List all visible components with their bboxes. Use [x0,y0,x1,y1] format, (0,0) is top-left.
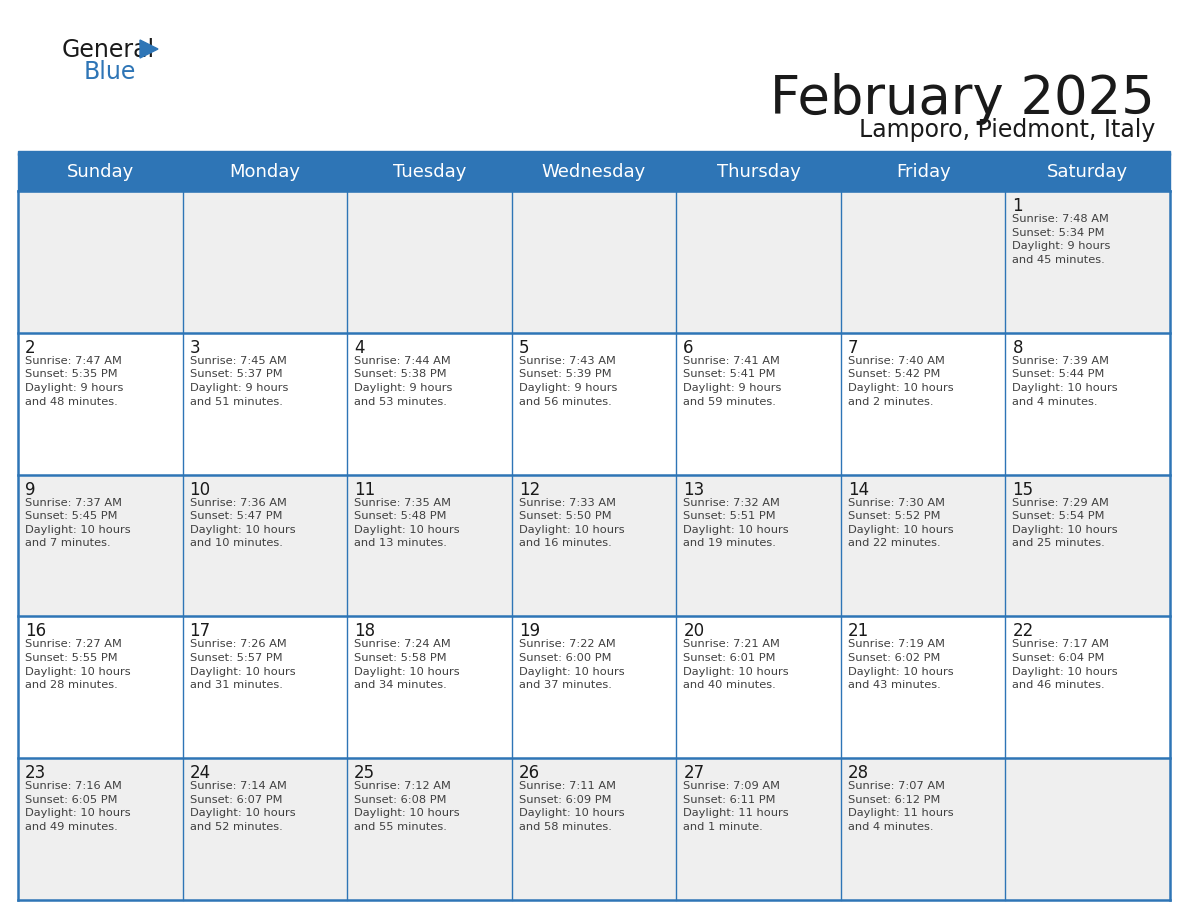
Bar [18,475,1170,616]
Text: 28: 28 [848,764,868,782]
Text: Sunrise: 7:14 AM
Sunset: 6:07 PM
Daylight: 10 hours
and 52 minutes.: Sunrise: 7:14 AM Sunset: 6:07 PM Dayligh… [190,781,295,832]
Text: 11: 11 [354,481,375,498]
Bar [18,333,1170,475]
Bar [18,616,1170,758]
Bar [18,153,1170,191]
Text: Sunrise: 7:17 AM
Sunset: 6:04 PM
Daylight: 10 hours
and 46 minutes.: Sunrise: 7:17 AM Sunset: 6:04 PM Dayligh… [1012,640,1118,690]
Text: 18: 18 [354,622,375,641]
Text: 17: 17 [190,622,210,641]
Text: 5: 5 [519,339,529,357]
Text: 10: 10 [190,481,210,498]
Text: 8: 8 [1012,339,1023,357]
Text: Sunrise: 7:32 AM
Sunset: 5:51 PM
Daylight: 10 hours
and 19 minutes.: Sunrise: 7:32 AM Sunset: 5:51 PM Dayligh… [683,498,789,548]
Text: Sunrise: 7:39 AM
Sunset: 5:44 PM
Daylight: 10 hours
and 4 minutes.: Sunrise: 7:39 AM Sunset: 5:44 PM Dayligh… [1012,356,1118,407]
Text: Sunrise: 7:33 AM
Sunset: 5:50 PM
Daylight: 10 hours
and 16 minutes.: Sunrise: 7:33 AM Sunset: 5:50 PM Dayligh… [519,498,625,548]
Text: Sunrise: 7:21 AM
Sunset: 6:01 PM
Daylight: 10 hours
and 40 minutes.: Sunrise: 7:21 AM Sunset: 6:01 PM Dayligh… [683,640,789,690]
Text: Wednesday: Wednesday [542,163,646,181]
Text: Sunrise: 7:44 AM
Sunset: 5:38 PM
Daylight: 9 hours
and 53 minutes.: Sunrise: 7:44 AM Sunset: 5:38 PM Dayligh… [354,356,453,407]
Text: Sunrise: 7:29 AM
Sunset: 5:54 PM
Daylight: 10 hours
and 25 minutes.: Sunrise: 7:29 AM Sunset: 5:54 PM Dayligh… [1012,498,1118,548]
Text: Friday: Friday [896,163,950,181]
Text: Sunrise: 7:26 AM
Sunset: 5:57 PM
Daylight: 10 hours
and 31 minutes.: Sunrise: 7:26 AM Sunset: 5:57 PM Dayligh… [190,640,295,690]
Text: 27: 27 [683,764,704,782]
Text: Sunrise: 7:07 AM
Sunset: 6:12 PM
Daylight: 11 hours
and 4 minutes.: Sunrise: 7:07 AM Sunset: 6:12 PM Dayligh… [848,781,954,832]
Text: 26: 26 [519,764,539,782]
Text: Sunrise: 7:45 AM
Sunset: 5:37 PM
Daylight: 9 hours
and 51 minutes.: Sunrise: 7:45 AM Sunset: 5:37 PM Dayligh… [190,356,287,407]
Text: Sunrise: 7:35 AM
Sunset: 5:48 PM
Daylight: 10 hours
and 13 minutes.: Sunrise: 7:35 AM Sunset: 5:48 PM Dayligh… [354,498,460,548]
Text: 22: 22 [1012,622,1034,641]
Text: Monday: Monday [229,163,301,181]
Text: General: General [62,38,156,62]
Text: 23: 23 [25,764,46,782]
Text: Sunrise: 7:40 AM
Sunset: 5:42 PM
Daylight: 10 hours
and 2 minutes.: Sunrise: 7:40 AM Sunset: 5:42 PM Dayligh… [848,356,954,407]
Text: Tuesday: Tuesday [393,163,466,181]
Text: 4: 4 [354,339,365,357]
Text: 14: 14 [848,481,868,498]
Text: 3: 3 [190,339,201,357]
Text: Sunrise: 7:36 AM
Sunset: 5:47 PM
Daylight: 10 hours
and 10 minutes.: Sunrise: 7:36 AM Sunset: 5:47 PM Dayligh… [190,498,295,548]
Text: Sunrise: 7:47 AM
Sunset: 5:35 PM
Daylight: 9 hours
and 48 minutes.: Sunrise: 7:47 AM Sunset: 5:35 PM Dayligh… [25,356,124,407]
Text: 24: 24 [190,764,210,782]
Text: Sunrise: 7:09 AM
Sunset: 6:11 PM
Daylight: 11 hours
and 1 minute.: Sunrise: 7:09 AM Sunset: 6:11 PM Dayligh… [683,781,789,832]
Text: Sunrise: 7:43 AM
Sunset: 5:39 PM
Daylight: 9 hours
and 56 minutes.: Sunrise: 7:43 AM Sunset: 5:39 PM Dayligh… [519,356,617,407]
Text: 19: 19 [519,622,539,641]
Text: 20: 20 [683,622,704,641]
Text: Sunrise: 7:19 AM
Sunset: 6:02 PM
Daylight: 10 hours
and 43 minutes.: Sunrise: 7:19 AM Sunset: 6:02 PM Dayligh… [848,640,954,690]
Text: Sunrise: 7:11 AM
Sunset: 6:09 PM
Daylight: 10 hours
and 58 minutes.: Sunrise: 7:11 AM Sunset: 6:09 PM Dayligh… [519,781,625,832]
Text: 15: 15 [1012,481,1034,498]
Text: 1: 1 [1012,197,1023,215]
Text: Sunrise: 7:48 AM
Sunset: 5:34 PM
Daylight: 9 hours
and 45 minutes.: Sunrise: 7:48 AM Sunset: 5:34 PM Dayligh… [1012,214,1111,264]
Text: Sunrise: 7:12 AM
Sunset: 6:08 PM
Daylight: 10 hours
and 55 minutes.: Sunrise: 7:12 AM Sunset: 6:08 PM Dayligh… [354,781,460,832]
Text: 12: 12 [519,481,541,498]
Polygon shape [140,40,158,58]
Text: Saturday: Saturday [1047,163,1129,181]
Text: 25: 25 [354,764,375,782]
Text: Sunrise: 7:30 AM
Sunset: 5:52 PM
Daylight: 10 hours
and 22 minutes.: Sunrise: 7:30 AM Sunset: 5:52 PM Dayligh… [848,498,954,548]
Text: Sunrise: 7:37 AM
Sunset: 5:45 PM
Daylight: 10 hours
and 7 minutes.: Sunrise: 7:37 AM Sunset: 5:45 PM Dayligh… [25,498,131,548]
Text: 16: 16 [25,622,46,641]
Bar [18,151,1170,155]
Text: Sunrise: 7:16 AM
Sunset: 6:05 PM
Daylight: 10 hours
and 49 minutes.: Sunrise: 7:16 AM Sunset: 6:05 PM Dayligh… [25,781,131,832]
Text: Lamporo, Piedmont, Italy: Lamporo, Piedmont, Italy [859,118,1155,142]
Bar [18,191,1170,333]
Text: 13: 13 [683,481,704,498]
Text: February 2025: February 2025 [770,73,1155,125]
Text: Sunday: Sunday [67,163,134,181]
Text: Sunrise: 7:27 AM
Sunset: 5:55 PM
Daylight: 10 hours
and 28 minutes.: Sunrise: 7:27 AM Sunset: 5:55 PM Dayligh… [25,640,131,690]
Text: 2: 2 [25,339,36,357]
Text: Thursday: Thursday [716,163,801,181]
Bar [18,758,1170,900]
Text: 6: 6 [683,339,694,357]
Text: Sunrise: 7:24 AM
Sunset: 5:58 PM
Daylight: 10 hours
and 34 minutes.: Sunrise: 7:24 AM Sunset: 5:58 PM Dayligh… [354,640,460,690]
Text: 21: 21 [848,622,870,641]
Text: Sunrise: 7:22 AM
Sunset: 6:00 PM
Daylight: 10 hours
and 37 minutes.: Sunrise: 7:22 AM Sunset: 6:00 PM Dayligh… [519,640,625,690]
Text: Blue: Blue [84,60,137,84]
Text: 7: 7 [848,339,859,357]
Text: Sunrise: 7:41 AM
Sunset: 5:41 PM
Daylight: 9 hours
and 59 minutes.: Sunrise: 7:41 AM Sunset: 5:41 PM Dayligh… [683,356,782,407]
Text: 9: 9 [25,481,36,498]
